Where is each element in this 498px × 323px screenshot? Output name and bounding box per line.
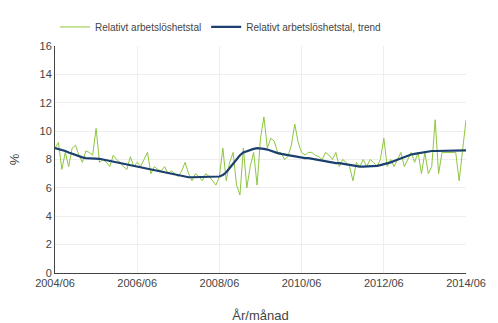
svg-text:%: % bbox=[7, 153, 22, 165]
svg-text:2014/06: 2014/06 bbox=[446, 277, 486, 289]
svg-text:2008/06: 2008/06 bbox=[200, 277, 240, 289]
svg-text:2010/06: 2010/06 bbox=[282, 277, 322, 289]
svg-text:2004/06: 2004/06 bbox=[35, 277, 75, 289]
svg-text:16: 16 bbox=[40, 40, 52, 52]
svg-text:2012/06: 2012/06 bbox=[364, 277, 404, 289]
svg-text:2006/06: 2006/06 bbox=[117, 277, 157, 289]
svg-text:6: 6 bbox=[46, 182, 52, 194]
svg-text:8: 8 bbox=[46, 153, 52, 165]
svg-text:2: 2 bbox=[46, 238, 52, 250]
svg-text:Relativt arbetslöshetstal: Relativt arbetslöshetstal bbox=[95, 22, 201, 33]
svg-text:14: 14 bbox=[40, 68, 52, 80]
svg-text:År/månad: År/månad bbox=[232, 308, 288, 323]
svg-text:12: 12 bbox=[40, 97, 52, 109]
svg-text:10: 10 bbox=[40, 125, 52, 137]
svg-text:4: 4 bbox=[46, 210, 52, 222]
svg-text:0: 0 bbox=[46, 267, 52, 279]
svg-text:Relativt arbetslöshetstal, tre: Relativt arbetslöshetstal, trend bbox=[246, 22, 381, 33]
